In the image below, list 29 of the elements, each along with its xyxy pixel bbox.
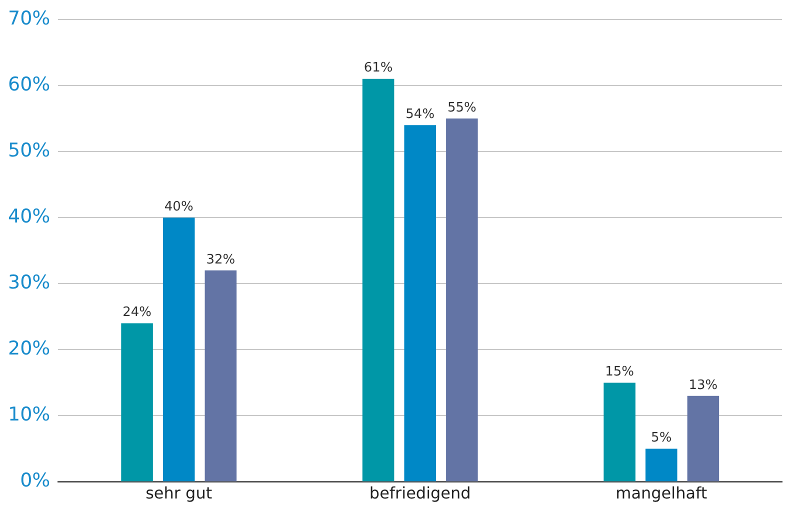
bar	[204, 270, 237, 482]
bar	[446, 118, 478, 482]
data-label: 24%	[122, 305, 152, 320]
data-label: 32%	[206, 252, 236, 268]
x-tick-label: befriedigend	[369, 484, 471, 503]
data-label: 54%	[406, 106, 435, 122]
bar	[121, 323, 153, 482]
bar	[404, 125, 436, 482]
data-label: 61%	[364, 60, 393, 76]
y-tick-label: 60%	[8, 73, 50, 96]
data-label: 5%	[651, 430, 672, 446]
y-tick-label: 50%	[8, 139, 50, 162]
bar	[162, 218, 195, 482]
y-tick-label: 70%	[8, 7, 50, 30]
y-tick-label: 10%	[8, 404, 50, 426]
y-tick-label: 20%	[8, 338, 50, 360]
data-label: 40%	[164, 199, 194, 214]
x-tick-label: mangelhaft	[616, 484, 708, 503]
data-label: 13%	[688, 378, 718, 393]
y-tick-label: 30%	[8, 272, 50, 294]
bar	[645, 448, 678, 482]
bar	[687, 396, 720, 482]
y-tick-label: 40%	[8, 206, 50, 228]
data-label: 15%	[605, 364, 634, 380]
bar	[362, 78, 394, 482]
data-label: 55%	[447, 100, 476, 116]
x-tick-label: sehr gut	[146, 484, 212, 503]
bar	[604, 382, 636, 482]
y-tick-label: 0%	[20, 470, 50, 492]
